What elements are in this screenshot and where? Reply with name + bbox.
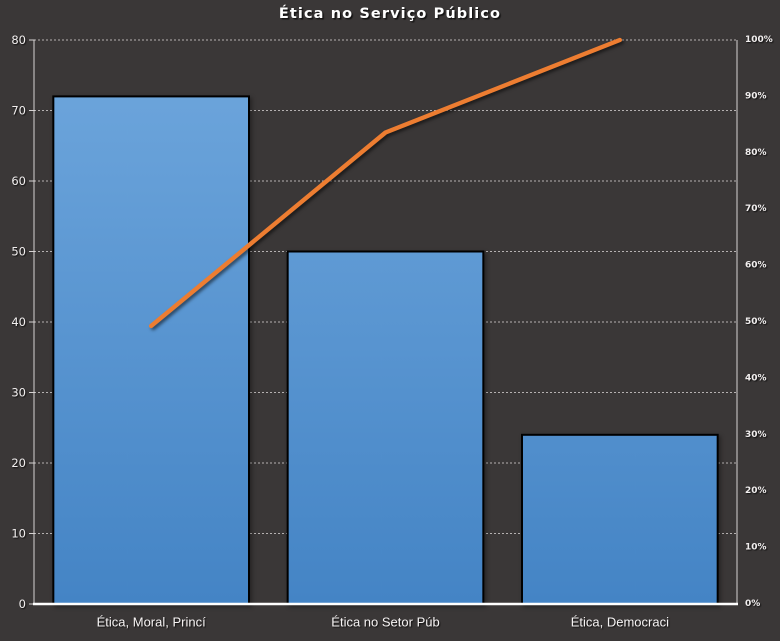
- right-axis-label: 40%: [745, 373, 767, 383]
- right-axis-label: 90%: [745, 91, 767, 101]
- bar-1: [52, 95, 251, 606]
- cumulative-line: [148, 37, 623, 329]
- right-axis-label: 70%: [745, 204, 767, 214]
- left-axis-label: 80: [11, 33, 26, 47]
- category-label: Ética no Setor Púb: [331, 615, 439, 630]
- right-axis-label: 30%: [745, 430, 767, 440]
- category-label: Ética, Democraci: [571, 615, 669, 630]
- right-axis-label: 10%: [745, 543, 767, 553]
- left-axis-label: 70: [11, 104, 26, 118]
- chart-title: Ética no Serviço Público: [278, 6, 502, 22]
- left-axis-label: 0: [19, 597, 26, 611]
- bar-2: [286, 250, 485, 605]
- right-axis-label: 80%: [745, 148, 767, 158]
- left-axis-label: 30: [11, 386, 26, 400]
- left-axis-label: 50: [11, 245, 26, 259]
- left-axis-label: 60: [11, 174, 26, 188]
- right-axis-label: 0%: [745, 599, 760, 609]
- right-axis-label: 100%: [745, 35, 773, 45]
- bar-3: [520, 433, 719, 605]
- left-axis-label: 10: [11, 527, 26, 541]
- category-label: Ética, Moral, Princí: [97, 615, 206, 630]
- right-axis-label: 50%: [745, 317, 767, 327]
- right-axis-label: 60%: [745, 261, 767, 271]
- left-axis-label: 20: [11, 456, 26, 470]
- right-axis-label: 20%: [745, 486, 767, 496]
- left-axis-label: 40: [11, 315, 26, 329]
